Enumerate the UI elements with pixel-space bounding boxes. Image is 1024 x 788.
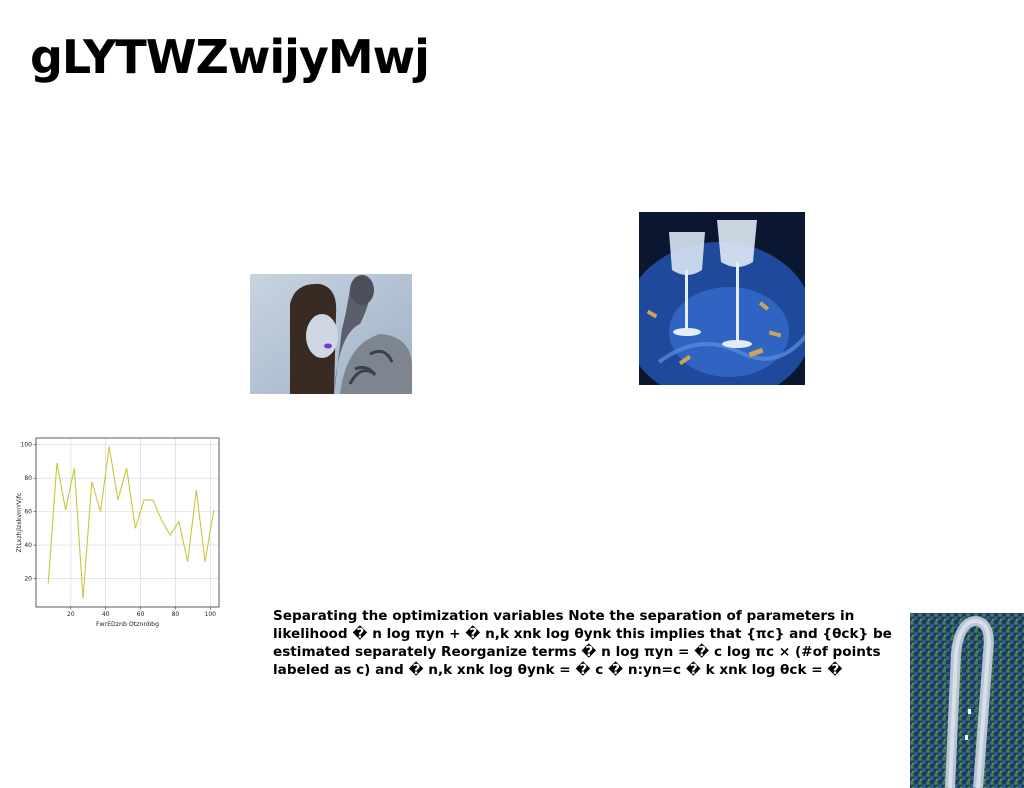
y-tick-label: 40 [24, 542, 32, 549]
line-chart: 20 40 60 80 100 20 40 60 80 100 FwrEDznb Otznnbbg… [14, 434, 228, 630]
y-tick-label: 80 [24, 475, 32, 482]
x-tick-label: 80 [172, 611, 180, 618]
photo-glasses [639, 212, 805, 385]
x-tick-label: 20 [67, 611, 75, 618]
x-tick-label: 40 [102, 611, 110, 618]
y-tick-label: 20 [24, 576, 32, 583]
series-line [47, 446, 215, 599]
photo-couple [250, 274, 412, 394]
page-title: gLYTWZwijyMwj [30, 30, 430, 84]
body-paragraph: Separating the optimization variables No… [273, 608, 892, 678]
y-tick-label: 100 [21, 442, 33, 449]
x-axis-label: FwrEDznb Otznnbbg [96, 621, 159, 628]
x-tick-label: 60 [137, 611, 145, 618]
photo-aerial [910, 613, 1024, 788]
x-tick-label: 100 [205, 611, 217, 618]
y-axis-label: ZtLxzhjlzxkvmYVjfc [16, 492, 23, 552]
y-tick-label: 60 [24, 509, 32, 516]
